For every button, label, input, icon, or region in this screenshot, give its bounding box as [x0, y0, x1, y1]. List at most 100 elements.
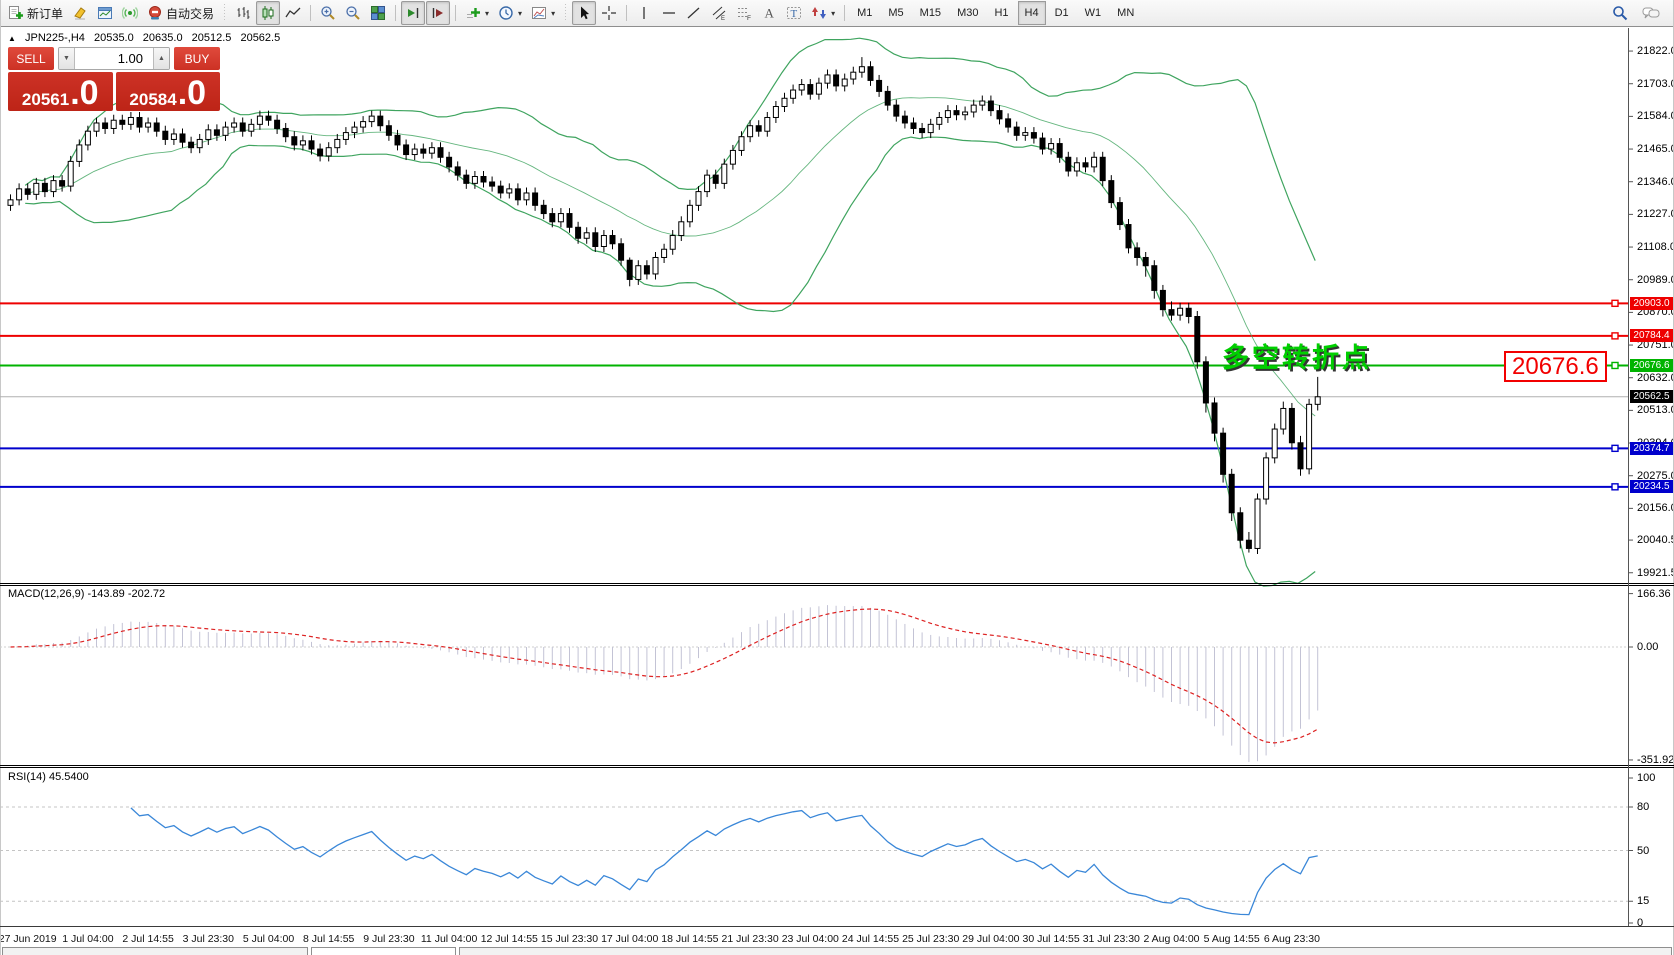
buy-price[interactable]: 20584.0 [115, 72, 220, 111]
candle-body [136, 116, 143, 128]
candle-body [299, 140, 306, 146]
time-axis-label: 29 Jul 04:00 [962, 933, 1020, 945]
timeframe-m30-button[interactable]: M30 [957, 7, 979, 19]
collapse-icon[interactable]: ▲ [8, 34, 16, 43]
candle-body [557, 213, 564, 223]
equidistant-channel-button[interactable]: E [707, 1, 731, 25]
timeframe-mn-button[interactable]: MN [1117, 7, 1135, 19]
chart-window-button[interactable] [93, 1, 117, 25]
signal-button[interactable] [118, 1, 142, 25]
candle-body [944, 110, 951, 118]
time-axis-label: 30 Jul 14:55 [1022, 933, 1080, 945]
timeframe-d1-button[interactable]: D1 [1054, 7, 1069, 19]
zoom-in-button[interactable] [316, 1, 340, 25]
fibonacci-button[interactable]: F [732, 1, 756, 25]
rsi-label: RSI(14) 45.5400 [8, 771, 89, 783]
vertical-line-button[interactable] [632, 1, 656, 25]
bar-chart-icon [235, 5, 251, 21]
timeframe-w1-button[interactable]: W1 [1084, 7, 1102, 19]
indicators-button[interactable]: ▾ [461, 1, 493, 25]
crosshair-button[interactable] [597, 1, 621, 25]
timeframe-m5-button[interactable]: M5 [888, 7, 904, 19]
candle-body [1142, 256, 1149, 267]
horizontal-line-button[interactable] [657, 1, 681, 25]
candle-body [1220, 432, 1227, 475]
candlestick-chart-icon [260, 5, 276, 21]
candle-body [532, 192, 539, 206]
candle-body [403, 144, 410, 156]
candle-body [738, 136, 745, 151]
tile-windows-button[interactable] [366, 1, 390, 25]
candle-body [867, 66, 874, 81]
candle-body [256, 115, 263, 125]
candle-body [566, 213, 573, 228]
candle-body [549, 213, 556, 223]
chart-window-icon [97, 5, 113, 21]
candle-body [936, 116, 943, 125]
window-tab[interactable] [311, 947, 456, 955]
new-order-label: 新订单 [27, 6, 64, 21]
timeframe-h4-button[interactable]: H4 [1017, 1, 1046, 25]
candle-body [884, 90, 891, 106]
timeframe-m1-button[interactable]: M1 [857, 7, 873, 19]
candle-body [377, 115, 384, 127]
candle-body [790, 89, 797, 99]
dropdown-caret-icon: ▾ [485, 8, 490, 18]
candle-body [1211, 402, 1218, 434]
window-tab[interactable] [459, 947, 1672, 955]
search-button[interactable] [1608, 1, 1632, 25]
chart-shift-button[interactable] [426, 1, 451, 25]
candle-body [489, 181, 496, 187]
candle-body [16, 188, 23, 201]
candle-body [1306, 403, 1313, 470]
zoom-out-button[interactable] [341, 1, 365, 25]
candlestick-chart-button[interactable] [256, 1, 281, 25]
price-level-marker: 20784.4 [1630, 329, 1673, 343]
chat-button[interactable] [1638, 1, 1664, 25]
new-order-button[interactable]: 新订单 [4, 1, 67, 25]
line-chart-button[interactable] [281, 1, 305, 25]
arrows-button[interactable]: ▾ [807, 1, 839, 25]
candle-body [824, 74, 831, 84]
volume-stepper: ▼ ▲ [58, 47, 170, 70]
signal-icon [122, 5, 139, 21]
price-tick-label: 19921.5 [1637, 566, 1674, 579]
window-tab[interactable] [2, 947, 308, 955]
candle-body [385, 125, 392, 136]
candle-body [910, 122, 917, 129]
text-button[interactable]: A [757, 1, 781, 25]
sell-price[interactable]: 20561.0 [8, 72, 113, 111]
vertical-line-icon [636, 5, 652, 21]
tile-windows-icon [370, 5, 386, 21]
rsi-tick-label: 50 [1637, 844, 1650, 857]
candle-body [1099, 156, 1106, 182]
eraser-button[interactable] [68, 1, 92, 25]
text-label-button[interactable]: T [782, 1, 806, 25]
volume-increase-button[interactable]: ▲ [153, 48, 169, 69]
candle-body [841, 78, 848, 87]
candle-body [239, 122, 246, 132]
toolbar-separator [395, 5, 397, 21]
candle-body [1237, 512, 1244, 541]
candle-body [996, 110, 1003, 120]
open-value: 20535.0 [93, 32, 134, 44]
bar-chart-button[interactable] [231, 1, 255, 25]
cursor-button[interactable] [572, 1, 597, 25]
candle-body [291, 136, 298, 146]
trendline-button[interactable] [682, 1, 706, 25]
sell-button[interactable]: SELL [8, 47, 54, 70]
buy-button[interactable]: BUY [174, 47, 220, 70]
timeframe-m15-button[interactable]: M15 [919, 7, 942, 19]
candle-body [807, 84, 814, 95]
volume-decrease-button[interactable]: ▼ [59, 48, 75, 69]
periods-button[interactable]: ▾ [494, 1, 526, 25]
zoom-out-icon [345, 5, 361, 21]
candle-body [351, 126, 358, 134]
auto-scroll-button[interactable] [401, 1, 426, 25]
time-axis-label: 8 Jul 14:55 [303, 933, 355, 945]
templates-button[interactable]: ▾ [527, 1, 559, 25]
timeframe-h1-button[interactable]: H1 [994, 7, 1009, 19]
candle-body [110, 119, 117, 129]
volume-input[interactable] [75, 48, 153, 69]
auto-trading-button[interactable]: 自动交易 [143, 1, 218, 25]
